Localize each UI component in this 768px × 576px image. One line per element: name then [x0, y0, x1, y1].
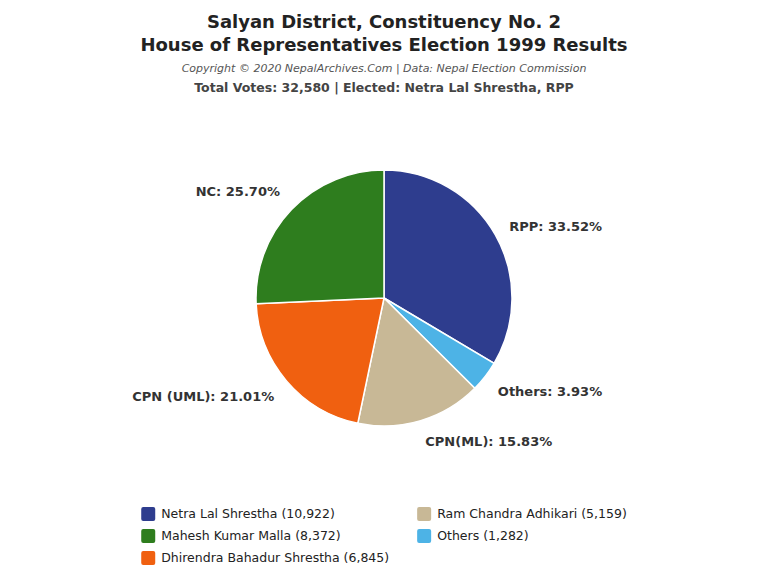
- legend-item: Netra Lal Shrestha (10,922): [141, 506, 335, 521]
- legend-swatch: [141, 529, 155, 543]
- legend-label: Dhirendra Bahadur Shrestha (6,845): [161, 550, 389, 565]
- legend-swatch: [141, 551, 155, 565]
- chart: Salyan District, Constituency No. 2House…: [0, 0, 768, 576]
- legend-item: Mahesh Kumar Malla (8,372): [141, 528, 340, 543]
- title: Salyan District, Constituency No. 2: [207, 11, 561, 32]
- legend-item: Dhirendra Bahadur Shrestha (6,845): [141, 550, 389, 565]
- subtitle: Total Votes: 32,580 | Elected: Netra Lal…: [194, 80, 574, 95]
- slice-label: RPP: 33.52%: [509, 219, 602, 234]
- legend-label: Others (1,282): [437, 528, 529, 543]
- legend-swatch: [417, 507, 431, 521]
- pie: [256, 170, 512, 426]
- legend-item: Others (1,282): [417, 528, 529, 543]
- legend-item: Ram Chandra Adhikari (5,159): [417, 506, 627, 521]
- slice-labels: RPP: 33.52% Others: 3.93% CPN(ML): 15.83% C…: [132, 184, 602, 448]
- legend-label: Mahesh Kumar Malla (8,372): [161, 528, 340, 543]
- background: [0, 0, 768, 576]
- slice-label: NC: 25.70%: [196, 184, 280, 199]
- legend-swatch: [141, 507, 155, 521]
- title: House of Representatives Election 1999 R…: [140, 34, 627, 55]
- pie-slice: [256, 298, 384, 423]
- slice-label: CPN (UML): 21.01%: [132, 389, 274, 404]
- legend: Netra Lal Shrestha (10,922) Mahesh Kumar …: [141, 506, 627, 565]
- legend-swatch: [417, 529, 431, 543]
- slice-label: CPN(ML): 15.83%: [425, 434, 552, 449]
- legend-label: Ram Chandra Adhikari (5,159): [437, 506, 627, 521]
- slice-label: Others: 3.93%: [498, 384, 602, 399]
- legend-label: Netra Lal Shrestha (10,922): [161, 506, 335, 521]
- annotation: Copyright © 2020 NepalArchives.Com | Dat…: [182, 62, 587, 75]
- header: Salyan District, Constituency No. 2House…: [140, 11, 627, 95]
